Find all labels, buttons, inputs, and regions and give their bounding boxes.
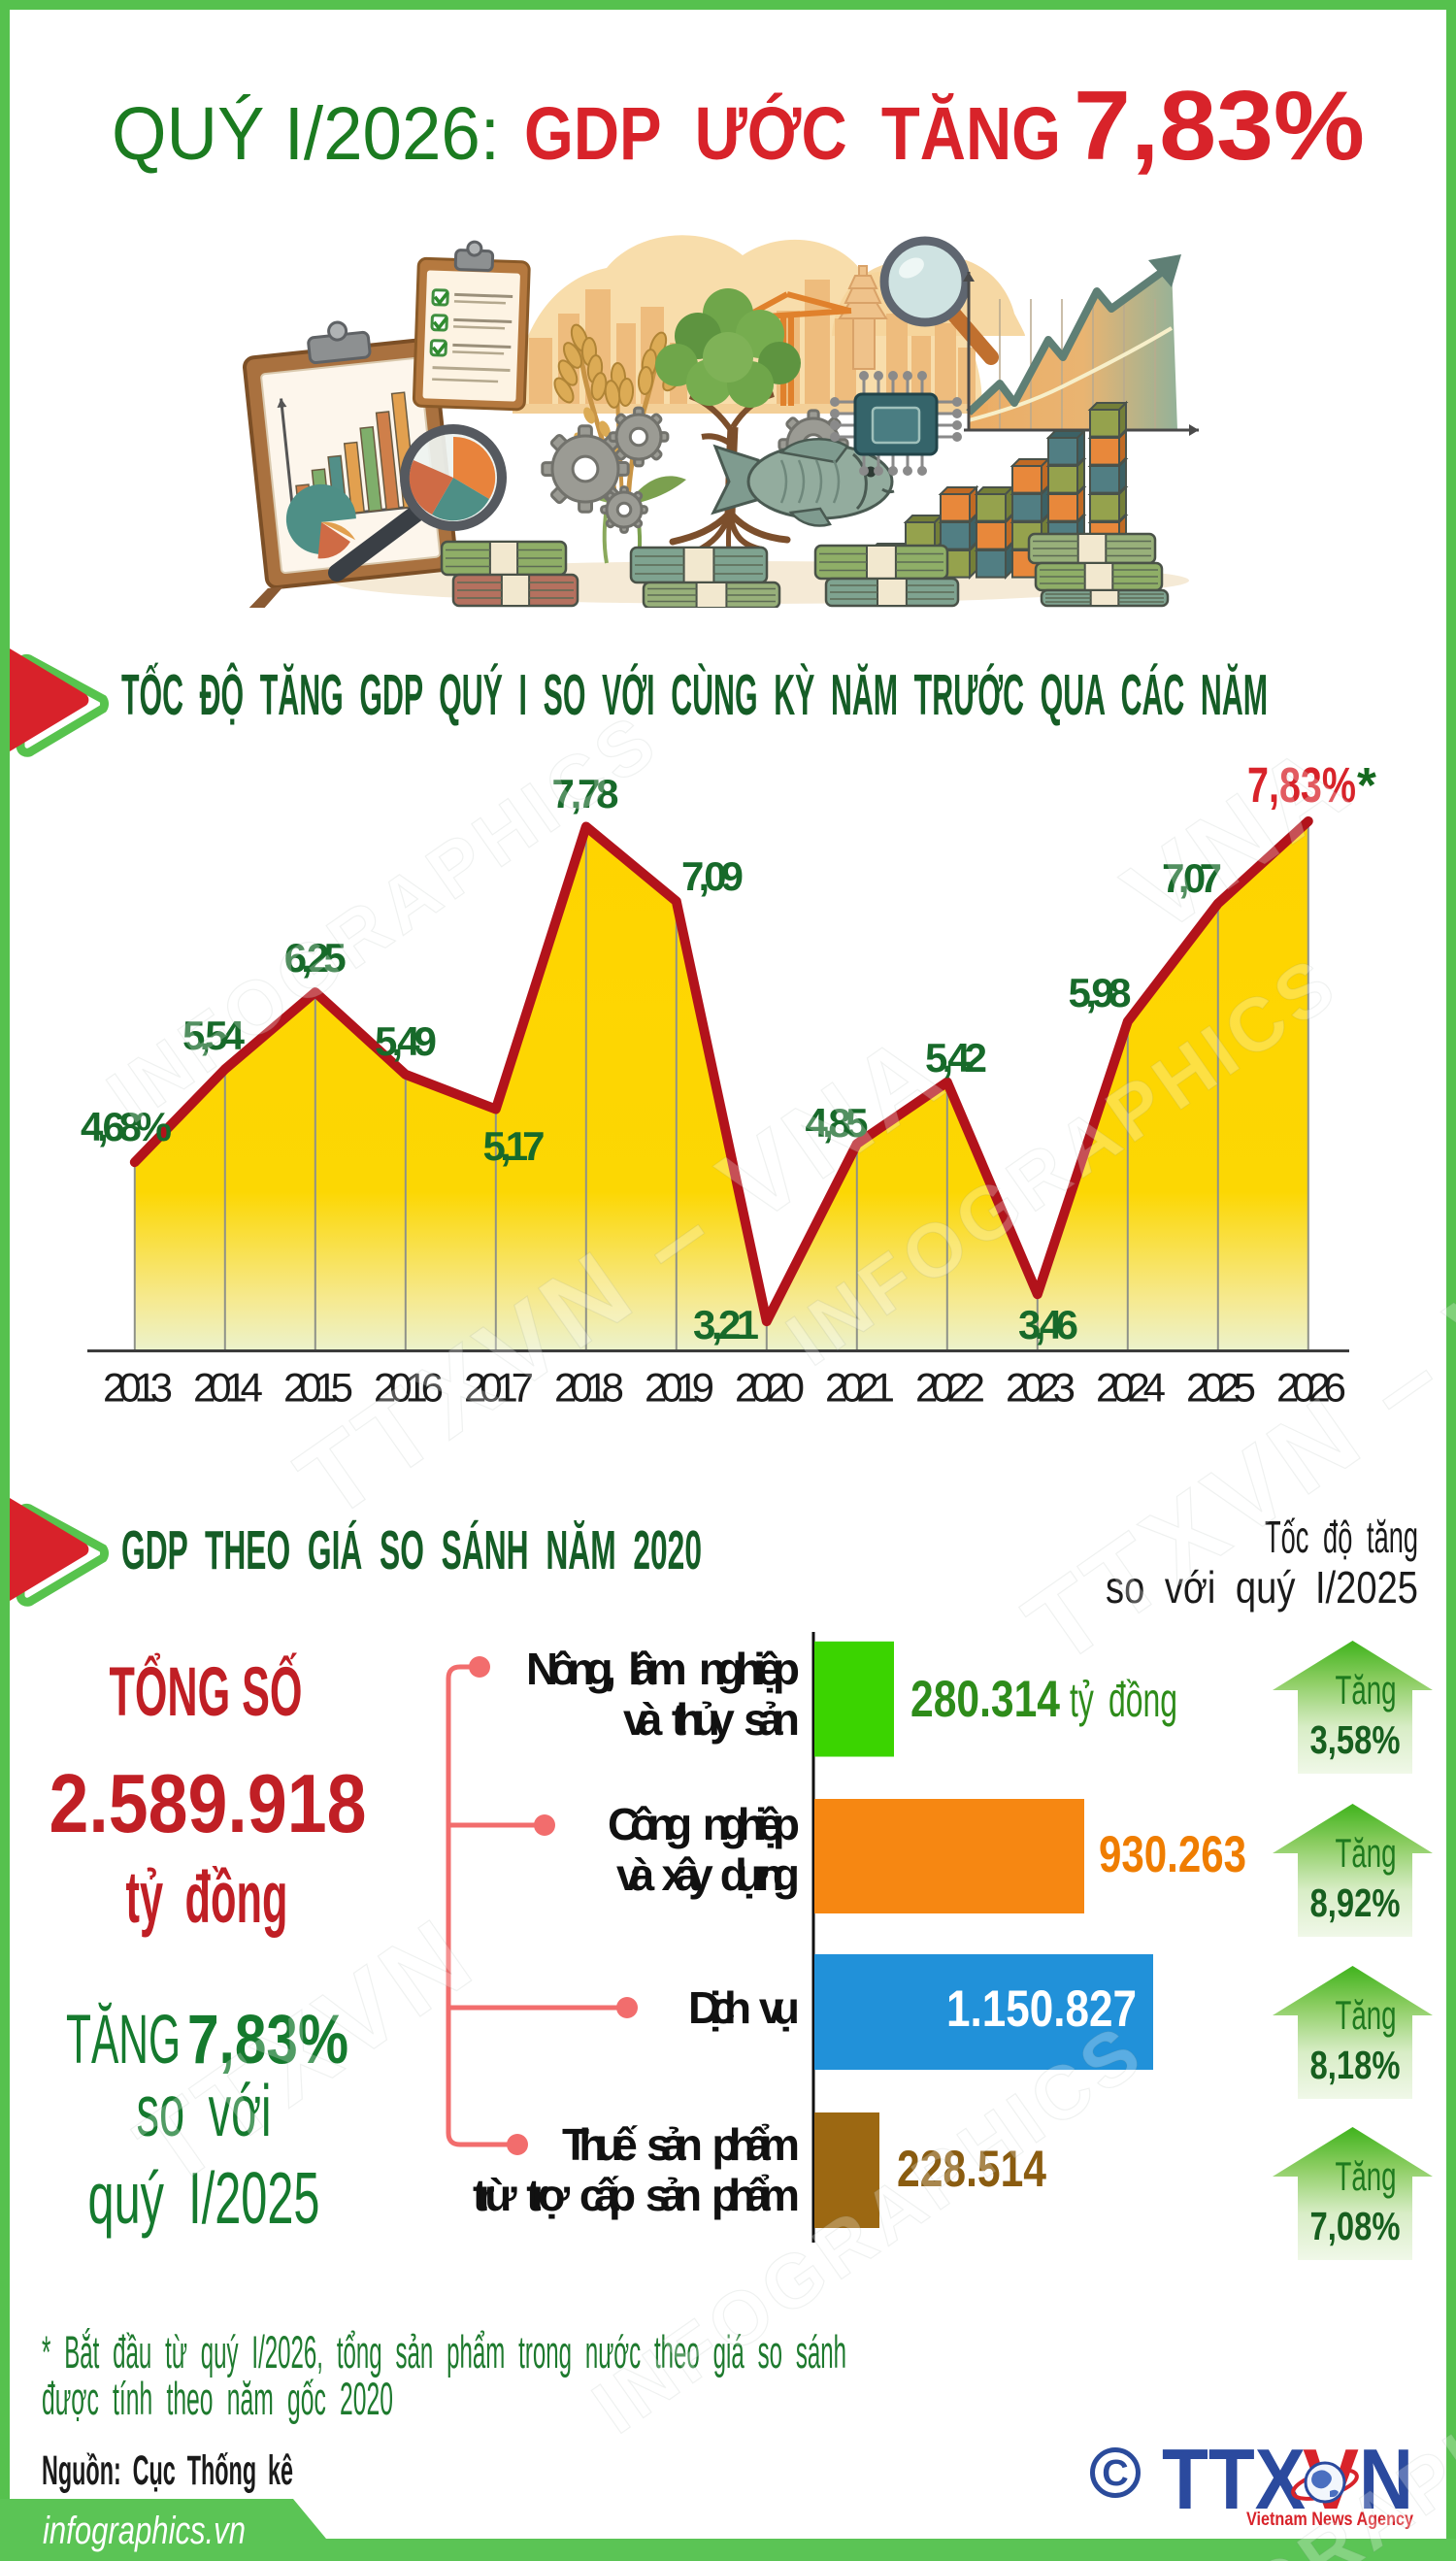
- svg-text:2021: 2021: [825, 1365, 895, 1411]
- svg-text:7,09: 7,09: [681, 853, 744, 899]
- svg-text:GDP ƯỚC TĂNG: GDP ƯỚC TĂNG: [524, 92, 1061, 176]
- svg-text:7,83%: 7,83%: [187, 2002, 348, 2079]
- svg-text:Tăng: Tăng: [1336, 1830, 1397, 1876]
- svg-text:2017: 2017: [464, 1365, 534, 1411]
- svg-text:so với quý I/2025: so với quý I/2025: [1106, 1562, 1418, 1613]
- svg-text:* Bắt đầu từ quý I/2026, tổng: * Bắt đầu từ quý I/2026, tổng sản phẩm t…: [42, 2326, 846, 2378]
- svg-text:Tăng: Tăng: [1336, 2153, 1397, 2199]
- svg-text:3,21: 3,21: [693, 1302, 759, 1347]
- svg-text:4,68%: 4,68%: [81, 1104, 172, 1149]
- svg-text:Thuế sản phẩm: Thuế sản phẩm: [562, 2119, 800, 2170]
- svg-text:và thủy sản: và thủy sản: [623, 1694, 800, 1745]
- svg-text:so với: so với: [137, 2070, 272, 2151]
- svg-text:quý I/2025: quý I/2025: [88, 2157, 320, 2239]
- svg-text:Nông, lâm nghiệp: Nông, lâm nghiệp: [526, 1644, 800, 1694]
- svg-text:Tăng: Tăng: [1336, 1992, 1397, 2038]
- svg-text:trừ trợ cấp sản phẩm: trừ trợ cấp sản phẩm: [473, 2170, 800, 2220]
- svg-text:2015: 2015: [283, 1365, 353, 1411]
- svg-text:Vietnam News Agency: Vietnam News Agency: [1246, 2510, 1413, 2530]
- svg-text:và xây dựng: và xây dựng: [616, 1849, 800, 1900]
- svg-text:N: N: [1359, 2437, 1413, 2527]
- svg-text:2.589.918: 2.589.918: [50, 1758, 367, 1850]
- svg-text:TỔNG SỐ: TỔNG SỐ: [110, 1653, 303, 1731]
- svg-text:Tốc độ tăng: Tốc độ tăng: [1265, 1512, 1418, 1562]
- svg-text:7,07: 7,07: [1162, 855, 1222, 901]
- svg-text:2025: 2025: [1186, 1365, 1256, 1411]
- svg-text:5,54: 5,54: [182, 1013, 246, 1058]
- svg-text:5,42: 5,42: [925, 1035, 987, 1081]
- svg-text:5,49: 5,49: [375, 1018, 437, 1064]
- svg-text:5,17: 5,17: [483, 1123, 546, 1169]
- svg-text:1.150.827: 1.150.827: [946, 1980, 1137, 2038]
- svg-text:Dịch vụ: Dịch vụ: [688, 1982, 800, 2033]
- svg-text:2022: 2022: [915, 1365, 985, 1411]
- svg-text:2018: 2018: [554, 1365, 624, 1411]
- svg-text:Tăng: Tăng: [1336, 1667, 1397, 1713]
- svg-text:2020: 2020: [735, 1365, 805, 1411]
- svg-text:TTX: TTX: [1162, 2437, 1306, 2527]
- svg-text:5,98: 5,98: [1069, 970, 1132, 1015]
- svg-text:QUÝ I/2026:: QUÝ I/2026:: [112, 92, 500, 176]
- svg-text:930.263: 930.263: [1099, 1826, 1246, 1883]
- svg-text:2014: 2014: [193, 1365, 263, 1411]
- svg-text:4,85: 4,85: [806, 1100, 869, 1146]
- svg-text:*: *: [1357, 757, 1376, 813]
- svg-text:7,78: 7,78: [552, 771, 619, 816]
- svg-text:2016: 2016: [374, 1365, 444, 1411]
- svg-text:2019: 2019: [645, 1365, 714, 1411]
- svg-text:2013: 2013: [103, 1365, 173, 1411]
- svg-text:infographics.vn: infographics.vn: [43, 2510, 246, 2552]
- svg-text:được tính theo năm gốc 2020: được tính theo năm gốc 2020: [42, 2373, 393, 2424]
- svg-text:3,46: 3,46: [1018, 1302, 1078, 1347]
- svg-text:280.314: 280.314: [910, 1671, 1060, 1728]
- svg-text:Công nghiệp: Công nghiệp: [608, 1799, 800, 1849]
- svg-text:TỐC ĐỘ TĂNG GDP QUÝ I SO VỚI C: TỐC ĐỘ TĂNG GDP QUÝ I SO VỚI CÙNG KỲ NĂM…: [121, 662, 1268, 727]
- svg-text:2023: 2023: [1006, 1365, 1075, 1411]
- svg-text:228.514: 228.514: [897, 2141, 1046, 2198]
- svg-text:Nguồn: Cục Thống kê: Nguồn: Cục Thống kê: [42, 2447, 293, 2494]
- svg-text:2024: 2024: [1096, 1365, 1166, 1411]
- svg-text:7,08%: 7,08%: [1310, 2204, 1401, 2248]
- svg-text:7,83%: 7,83%: [1247, 757, 1356, 813]
- svg-text:GDP THEO GIÁ SO SÁNH NĂM 2020: GDP THEO GIÁ SO SÁNH NĂM 2020: [121, 1519, 702, 1581]
- svg-text:3,58%: 3,58%: [1310, 1717, 1401, 1762]
- svg-text:2026: 2026: [1276, 1365, 1346, 1411]
- svg-text:tỷ đồng: tỷ đồng: [126, 1856, 288, 1938]
- svg-text:7,83%: 7,83%: [1074, 72, 1365, 181]
- svg-text:6,25: 6,25: [284, 935, 347, 981]
- svg-text:tỷ đồng: tỷ đồng: [1070, 1673, 1177, 1727]
- svg-text:8,92%: 8,92%: [1310, 1880, 1401, 1925]
- svg-text:8,18%: 8,18%: [1310, 2043, 1401, 2087]
- svg-text:TĂNG: TĂNG: [66, 2002, 181, 2079]
